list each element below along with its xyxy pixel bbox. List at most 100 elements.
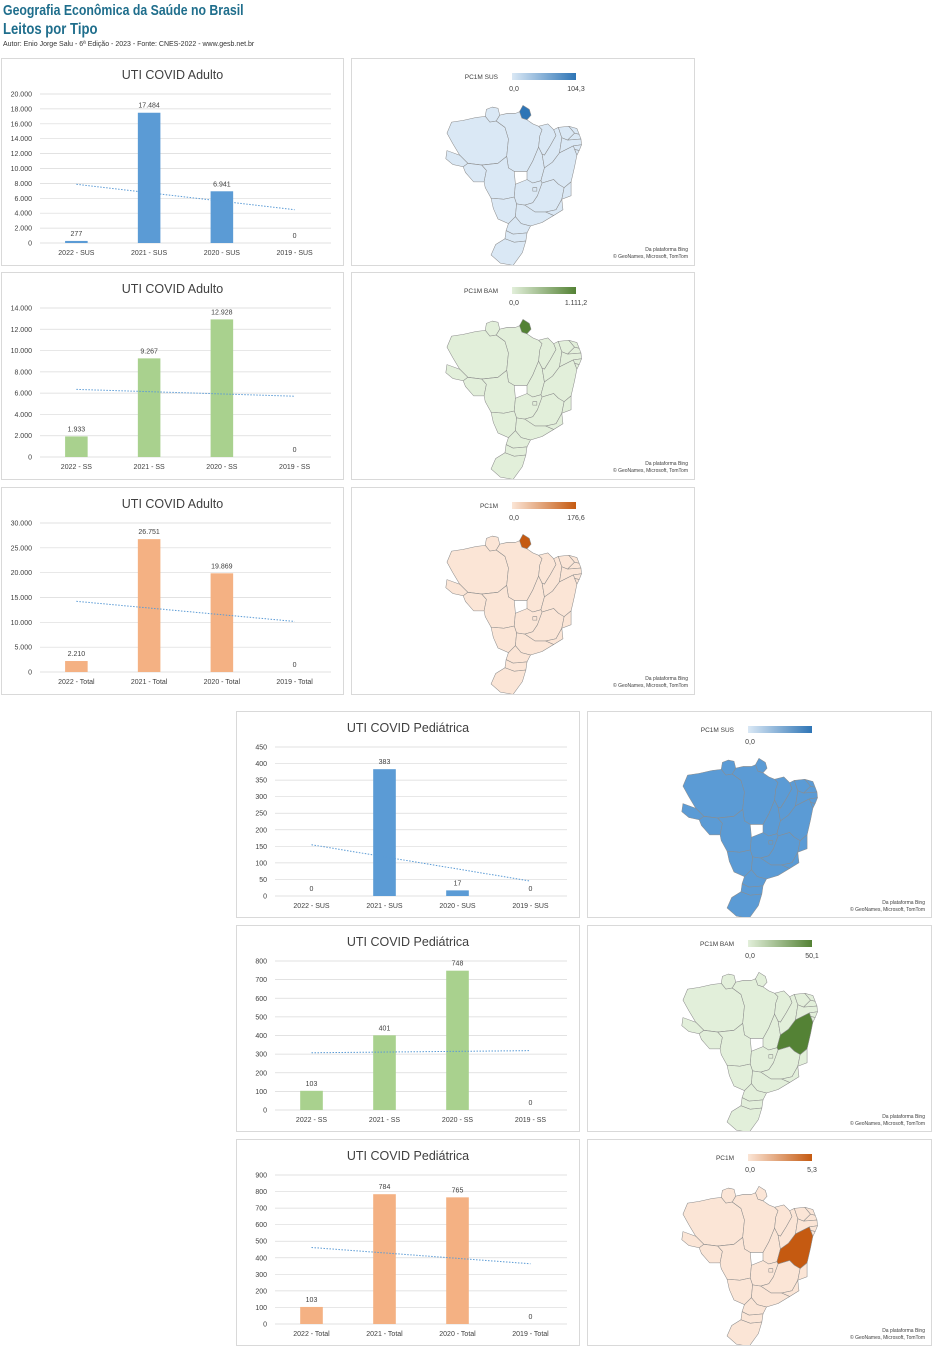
y-tick-label: 700 bbox=[255, 977, 267, 984]
y-tick-label: 0 bbox=[28, 670, 32, 677]
y-tick-label: 300 bbox=[255, 1272, 267, 1279]
chart-adulto-total: UTI COVID Adulto 0 5.000 10.000 15.000 20.000… bbox=[11, 497, 331, 686]
data-label: 0 bbox=[293, 233, 297, 240]
legend-min: 0,0 bbox=[745, 953, 755, 960]
x-tick-label: 2022 - SUS bbox=[293, 903, 330, 910]
x-tick-label: 2020 - SUS bbox=[204, 250, 241, 257]
brazil-map bbox=[681, 758, 818, 917]
y-tick-label: 4.000 bbox=[14, 412, 32, 419]
chart-title: UTI COVID Adulto bbox=[122, 282, 223, 296]
y-tick-label: 500 bbox=[255, 1014, 267, 1021]
data-label: 277 bbox=[71, 231, 83, 238]
x-tick-label: 2020 - SS bbox=[206, 464, 237, 471]
y-tick-label: 600 bbox=[255, 1222, 267, 1229]
y-tick-label: 12.000 bbox=[11, 151, 33, 158]
y-tick-label: 900 bbox=[255, 1173, 267, 1180]
y-tick-label: 12.000 bbox=[11, 327, 33, 334]
trendline bbox=[76, 183, 295, 211]
data-label: 401 bbox=[379, 1025, 391, 1032]
map-panel-pediatrica-sus: PC1M SUS 0,0 Da plataforma Bing © GeoNames,… bbox=[587, 711, 932, 918]
page-title: Geografia Econômica da Saúde no Brasil bbox=[3, 2, 244, 19]
data-label: 2.210 bbox=[68, 651, 86, 658]
y-tick-label: 2.000 bbox=[14, 433, 32, 440]
data-label: 0 bbox=[293, 662, 297, 669]
data-label: 784 bbox=[379, 1184, 391, 1191]
legend-max: 1.111,2 bbox=[565, 300, 587, 307]
map-credit-copyright: © GeoNames, Microsoft, TomTom bbox=[850, 906, 925, 913]
map-adulto-total: PC1M 0,0 176,6 Da plataforma Bing© GeoNames… bbox=[445, 502, 688, 694]
y-tick-label: 100 bbox=[255, 860, 267, 867]
y-tick-label: 300 bbox=[255, 1052, 267, 1059]
chart-title: UTI COVID Pediátrica bbox=[347, 935, 469, 949]
brazil-map bbox=[445, 105, 582, 265]
bar bbox=[65, 661, 88, 672]
y-tick-label: 6.000 bbox=[14, 196, 32, 203]
legend-min: 0,0 bbox=[509, 515, 519, 522]
y-tick-label: 50 bbox=[259, 877, 267, 884]
y-tick-label: 14.000 bbox=[11, 306, 33, 313]
legend-min: 0,0 bbox=[509, 300, 519, 307]
y-tick-label: 300 bbox=[255, 794, 267, 801]
bar bbox=[300, 1090, 323, 1110]
legend-max: 176,6 bbox=[567, 515, 585, 522]
chart-panel-adulto-ss: UTI COVID Adulto 0 2.000 4.000 6.000 8.000 10.… bbox=[1, 272, 344, 480]
bar bbox=[446, 890, 469, 896]
legend-title: PC1M bbox=[480, 503, 498, 510]
y-tick-label: 0 bbox=[28, 241, 32, 248]
trendline bbox=[311, 844, 531, 882]
state-rio-grande-do-sul bbox=[726, 1105, 763, 1131]
y-tick-label: 0 bbox=[263, 894, 267, 901]
map-adulto-sus: PC1M SUS 0,0 104,3 Da plataforma Bing© GeoN… bbox=[445, 73, 688, 265]
chart-adulto-sus: UTI COVID Adulto 0 2.000 4.000 6.000 8.000 10.… bbox=[11, 68, 331, 257]
y-tick-label: 450 bbox=[255, 745, 267, 752]
chart-adulto-ss: UTI COVID Adulto 0 2.000 4.000 6.000 8.000 10.… bbox=[11, 282, 331, 471]
y-tick-label: 30.000 bbox=[11, 521, 33, 528]
x-tick-label: 2021 - Total bbox=[131, 679, 168, 686]
map-panel-adulto-ss: PC1M BAM 0,0 1.111,2 Da plataforma Bing © Ge… bbox=[351, 272, 695, 480]
chart-panel-adulto-total: UTI COVID Adulto 0 5.000 10.000 15.000 20.000… bbox=[1, 487, 344, 695]
legend-min: 0,0 bbox=[745, 739, 755, 746]
map-pediatrica-ss: PC1M BAM 0,0 50,1 Da plataforma Bing© GeoNa… bbox=[681, 940, 925, 1131]
x-tick-label: 2022 - Total bbox=[58, 679, 95, 686]
chart-panel-pediatrica-total: UTI COVID Pediátrica 0 100 200 300 400 500 600 7… bbox=[236, 1139, 580, 1346]
x-tick-label: 2021 - SUS bbox=[366, 903, 403, 910]
x-tick-label: 2021 - SS bbox=[369, 1117, 400, 1124]
state-distrito-federal bbox=[768, 1268, 774, 1273]
y-tick-label: 18.000 bbox=[11, 106, 33, 113]
y-tick-label: 100 bbox=[255, 1305, 267, 1312]
state-distrito-federal bbox=[768, 1054, 774, 1059]
state-distrito-federal bbox=[768, 840, 774, 845]
bar bbox=[137, 358, 161, 457]
y-tick-label: 200 bbox=[255, 1070, 267, 1077]
x-tick-label: 2019 - SUS bbox=[277, 250, 314, 257]
map-panel-pediatrica-total: PC1M 0,0 5,3 Da plataforma Bing © GeoNames, … bbox=[587, 1139, 932, 1346]
y-tick-label: 10.000 bbox=[11, 166, 33, 173]
map-pediatrica-total: PC1M 0,0 5,3 Da plataforma Bing© GeoNames, … bbox=[681, 1154, 925, 1345]
state-espirito-santo bbox=[561, 181, 572, 200]
x-tick-label: 2020 - SS bbox=[442, 1117, 473, 1124]
y-tick-label: 5.000 bbox=[14, 645, 32, 652]
map-panel-adulto-sus: PC1M SUS 0,0 104,3 Da plataforma Bing © GeoN… bbox=[351, 58, 695, 266]
bar bbox=[210, 191, 234, 243]
x-tick-label: 2021 - Total bbox=[366, 1331, 403, 1338]
data-label: 748 bbox=[452, 961, 464, 968]
x-tick-label: 2019 - SS bbox=[279, 464, 310, 471]
bar bbox=[373, 1194, 396, 1324]
state-espirito-santo bbox=[561, 395, 572, 414]
state-rio-grande-do-sul bbox=[490, 667, 527, 694]
legend-title: PC1M SUS bbox=[701, 727, 735, 734]
chart-pediatrica-ss: UTI COVID Pediátrica 0 100 200 300 400 500 600 7… bbox=[255, 935, 567, 1124]
data-label: 0 bbox=[529, 886, 533, 893]
data-label: 6.941 bbox=[213, 181, 231, 188]
y-tick-label: 0 bbox=[263, 1108, 267, 1115]
trendline bbox=[76, 388, 295, 397]
y-tick-label: 20.000 bbox=[11, 570, 33, 577]
y-tick-label: 16.000 bbox=[11, 121, 33, 128]
y-tick-label: 150 bbox=[255, 844, 267, 851]
y-tick-label: 200 bbox=[255, 827, 267, 834]
y-tick-label: 4.000 bbox=[14, 211, 32, 218]
x-tick-label: 2019 - Total bbox=[276, 679, 313, 686]
y-tick-label: 500 bbox=[255, 1239, 267, 1246]
map-credit-platform: Da plataforma Bing bbox=[882, 900, 925, 906]
state-espirito-santo bbox=[797, 1048, 808, 1067]
